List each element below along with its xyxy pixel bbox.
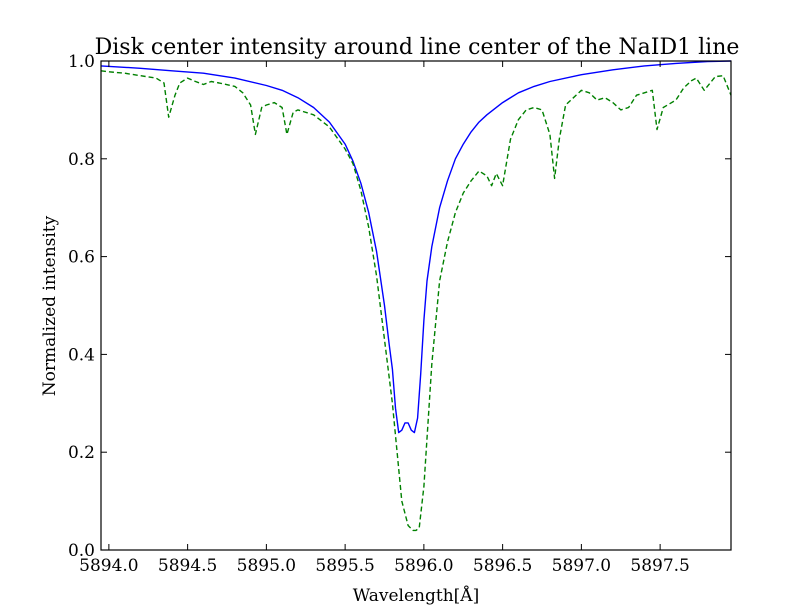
x-axis-ticks: 5894.0 5894.5 5895.0 5895.5 5896.0 5896.5 5897… (79, 61, 690, 576)
x-tick-label: 5897.5 (630, 556, 689, 576)
plot-frame (100, 60, 732, 551)
x-tick-label: 5895.0 (237, 556, 296, 576)
x-tick-label: 5895.5 (315, 556, 374, 576)
y-tick-label: 0.4 (68, 345, 95, 365)
y-tick-label: 0.8 (68, 150, 95, 170)
y-tick-label: 0.0 (68, 541, 95, 561)
x-tick-label: 5894.0 (79, 556, 138, 576)
y-tick-label: 0.2 (68, 443, 95, 463)
y-axis-label: Normalized intensity (40, 215, 60, 396)
y-axis-ticks: 0.0 0.2 0.4 0.6 0.8 1.0 (68, 52, 731, 561)
x-tick-label: 5897.0 (552, 556, 611, 576)
series-line-1 (100, 60, 732, 434)
series-line-2 (100, 70, 732, 532)
x-tick-label: 5896.0 (394, 556, 453, 576)
chart-title: Disk center intensity around line center… (95, 35, 740, 60)
x-tick-label: 5894.5 (158, 556, 217, 576)
x-axis-label: Wavelength[Å] (353, 585, 479, 606)
plot-lines (100, 60, 732, 532)
y-tick-label: 0.6 (68, 248, 95, 268)
x-tick-label: 5896.5 (473, 556, 532, 576)
y-tick-label: 1.0 (68, 52, 95, 72)
